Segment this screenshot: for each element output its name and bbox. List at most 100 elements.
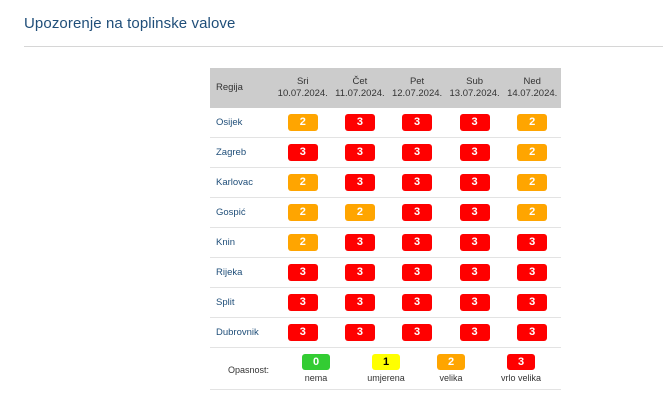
- day-column-header: Sri 10.07.2024.: [274, 68, 332, 108]
- region-name[interactable]: Dubrovnik: [210, 317, 274, 348]
- day-name: Pet: [409, 76, 425, 87]
- day-column-header: Ned 14.07.2024.: [503, 68, 561, 108]
- level-badge: 3: [287, 264, 318, 281]
- level-badge: 3: [459, 324, 490, 341]
- level-cell: 3: [503, 317, 561, 348]
- level-cell: 3: [331, 317, 389, 348]
- level-cell: 3: [445, 227, 504, 258]
- region-name[interactable]: Split: [210, 287, 274, 318]
- level-badge: 3: [344, 264, 375, 281]
- level-cell: 3: [331, 287, 389, 318]
- level-badge: 3: [517, 234, 548, 251]
- level-cell: 3: [445, 197, 504, 228]
- level-badge: 3: [459, 294, 490, 311]
- level-badge: 3: [517, 264, 548, 281]
- day-date: 10.07.2024.: [277, 88, 328, 99]
- day-name: Sri: [296, 76, 309, 87]
- region-name[interactable]: Karlovac: [210, 167, 274, 198]
- level-badge: 3: [459, 264, 490, 281]
- level-badge: 3: [517, 294, 548, 311]
- level-badge: 3: [459, 234, 490, 251]
- level-badge: 2: [287, 174, 318, 191]
- region-name[interactable]: Rijeka: [210, 257, 274, 288]
- legend-item-none: 0 nema: [286, 352, 346, 383]
- level-cell: 3: [274, 317, 332, 348]
- level-cell: 3: [388, 167, 446, 198]
- level-cell: 2: [274, 167, 332, 198]
- level-cell: 3: [388, 227, 446, 258]
- level-badge: 3: [402, 144, 433, 161]
- legend-badge: 1: [372, 354, 400, 370]
- level-badge: 3: [402, 264, 433, 281]
- level-cell: 3: [503, 257, 561, 288]
- table-row: Rijeka 3 3 3 3 3: [210, 257, 561, 288]
- level-badge: 2: [517, 204, 548, 221]
- level-badge: 3: [402, 204, 433, 221]
- level-cell: 3: [503, 227, 561, 258]
- table-header-row: Regija Sri 10.07.2024. Čet 11.07.2024. Pet…: [210, 68, 561, 108]
- level-badge: 3: [287, 144, 318, 161]
- region-name[interactable]: Knin: [210, 227, 274, 258]
- level-badge: 2: [517, 114, 548, 131]
- level-badge: 3: [402, 114, 433, 131]
- region-name[interactable]: Osijek: [210, 108, 274, 138]
- level-cell: 2: [274, 197, 332, 228]
- heatwave-table: Regija Sri 10.07.2024. Čet 11.07.2024. Pet…: [210, 68, 561, 348]
- level-badge: 2: [344, 204, 375, 221]
- level-cell: 3: [331, 257, 389, 288]
- level-cell: 3: [388, 317, 446, 348]
- level-cell: 3: [388, 108, 446, 138]
- level-badge: 3: [402, 234, 433, 251]
- level-badge: 3: [402, 174, 433, 191]
- day-date: 11.07.2024.: [335, 88, 385, 99]
- level-cell: 3: [388, 197, 446, 228]
- table-row: Zagreb 3 3 3 3 2: [210, 137, 561, 168]
- level-cell: 2: [503, 137, 561, 168]
- level-badge: 3: [459, 174, 490, 191]
- page-title: Upozorenje na toplinske valove: [24, 15, 236, 32]
- level-cell: 3: [331, 227, 389, 258]
- day-name: Čet: [352, 76, 368, 87]
- level-cell: 3: [445, 108, 504, 138]
- day-name: Sub: [466, 76, 484, 87]
- legend-text: velika: [439, 373, 463, 383]
- day-date: 13.07.2024.: [449, 88, 500, 99]
- level-badge: 3: [517, 324, 548, 341]
- day-name: Ned: [523, 76, 541, 87]
- level-badge: 2: [517, 144, 548, 161]
- level-badge: 3: [459, 114, 490, 131]
- level-badge: 3: [459, 144, 490, 161]
- day-date: 14.07.2024.: [507, 88, 558, 99]
- legend-item-moderate: 1 umjerena: [356, 352, 416, 383]
- level-cell: 2: [274, 227, 332, 258]
- level-badge: 2: [287, 114, 318, 131]
- level-cell: 3: [331, 108, 389, 138]
- region-name[interactable]: Zagreb: [210, 137, 274, 168]
- table-row: Osijek 2 3 3 3 2: [210, 108, 561, 138]
- level-cell: 3: [274, 287, 332, 318]
- legend-item-very-high: 3 vrlo velika: [491, 352, 551, 383]
- level-badge: 3: [344, 174, 375, 191]
- title-divider: [24, 46, 663, 47]
- level-badge: 3: [287, 324, 318, 341]
- level-cell: 2: [503, 167, 561, 198]
- level-cell: 2: [274, 108, 332, 138]
- region-name[interactable]: Gospić: [210, 197, 274, 228]
- table-body: Osijek 2 3 3 3 2 Zagreb 3 3 3 3 2 Karlovac 2 3 3 3 2 Gospi…: [210, 108, 561, 348]
- level-badge: 2: [517, 174, 548, 191]
- legend-item-high: 2 velika: [421, 352, 481, 383]
- level-cell: 3: [331, 167, 389, 198]
- level-cell: 3: [445, 287, 504, 318]
- day-date: 12.07.2024.: [391, 88, 443, 99]
- legend-text: umjerena: [367, 373, 405, 383]
- level-cell: 3: [503, 287, 561, 318]
- day-column-header: Pet 12.07.2024.: [388, 68, 446, 108]
- level-cell: 3: [445, 137, 504, 168]
- day-column-header: Sub 13.07.2024.: [445, 68, 504, 108]
- level-badge: 3: [402, 324, 433, 341]
- level-badge: 3: [344, 144, 375, 161]
- level-cell: 3: [445, 257, 504, 288]
- level-cell: 3: [274, 137, 332, 168]
- level-badge: 2: [287, 234, 318, 251]
- level-cell: 3: [388, 137, 446, 168]
